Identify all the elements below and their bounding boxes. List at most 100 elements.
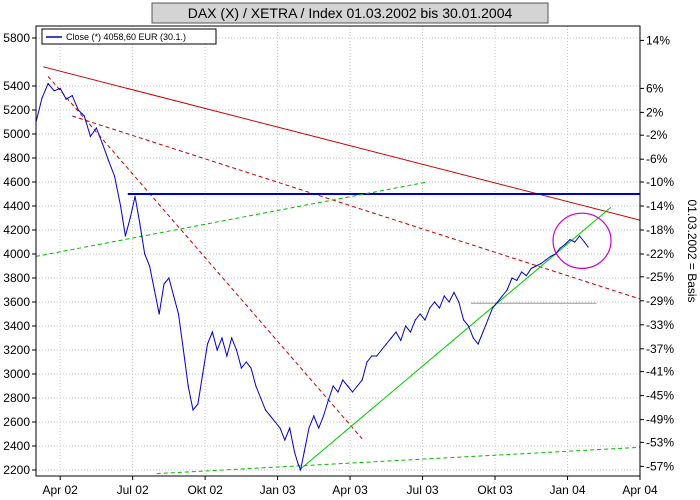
data-point xyxy=(264,409,267,411)
data-point xyxy=(148,265,151,267)
data-point xyxy=(299,469,302,471)
data-point xyxy=(559,247,561,249)
data-point xyxy=(511,277,513,279)
data-point xyxy=(206,343,209,345)
pct-tick-label: -33% xyxy=(646,318,674,332)
data-point xyxy=(583,241,586,243)
pct-tick-label: -14% xyxy=(646,199,674,213)
pct-tick-label: -22% xyxy=(646,247,674,261)
data-point xyxy=(187,385,189,387)
pct-tick-label: 6% xyxy=(646,81,664,95)
y-tick-label: 3800 xyxy=(3,271,30,285)
data-point xyxy=(153,289,155,291)
y-tick-label: 4800 xyxy=(3,151,30,165)
data-point xyxy=(501,295,503,297)
pct-tick-label: -10% xyxy=(646,175,674,189)
data-point xyxy=(569,239,571,241)
data-point xyxy=(492,307,494,309)
y-tick-label: 4000 xyxy=(3,247,30,261)
data-point xyxy=(235,349,238,351)
legend-label: Close (*) 4058,60 EUR (30.1.) xyxy=(66,32,186,42)
data-point xyxy=(47,83,49,85)
data-point xyxy=(356,385,358,387)
x-tick-label: Jan 03 xyxy=(260,483,296,497)
grid xyxy=(36,26,641,476)
x-tick-label: Jul 03 xyxy=(407,483,439,497)
data-point xyxy=(496,301,499,303)
pct-tick-label: -53% xyxy=(646,435,674,449)
y-tick-label: 5000 xyxy=(3,127,30,141)
data-point xyxy=(83,115,85,117)
data-point xyxy=(429,307,431,309)
trend-line xyxy=(156,446,640,475)
y-axis-left: 2200 2400 2600 2800 3000 3200 3400 3600 3800 4000… xyxy=(3,31,36,477)
data-point xyxy=(448,301,450,303)
legend-box xyxy=(41,28,217,45)
data-point xyxy=(385,343,387,345)
x-tick-label: Okt 02 xyxy=(187,483,223,497)
pct-tick-label: -37% xyxy=(646,342,674,356)
trend-line xyxy=(72,115,640,300)
pct-tick-label: -18% xyxy=(646,223,674,237)
data-point xyxy=(530,267,532,269)
data-point xyxy=(279,427,281,429)
data-point xyxy=(366,361,368,363)
data-point xyxy=(134,195,136,197)
data-point xyxy=(405,325,407,327)
pct-tick-label: -29% xyxy=(646,294,674,308)
data-point xyxy=(59,87,61,89)
data-point xyxy=(458,301,460,303)
data-point xyxy=(545,259,547,261)
chart-title: DAX (X) / XETRA / Index 01.03.2002 bis 3… xyxy=(188,5,513,21)
y-axis-right: 14% 6% 2% -2% -6% -10% -14% -18% -22% -25% -29% -33… xyxy=(640,33,674,473)
data-point xyxy=(409,331,412,333)
data-point xyxy=(289,427,291,429)
data-point xyxy=(65,98,67,100)
y-tick-label: 2800 xyxy=(3,391,30,405)
y-tick-label: 3000 xyxy=(3,367,30,381)
data-point xyxy=(144,253,146,255)
y-tick-label: 3400 xyxy=(3,319,30,333)
data-point xyxy=(71,95,73,97)
plot-frame xyxy=(35,25,641,477)
series-layer xyxy=(36,82,589,472)
data-point xyxy=(313,415,315,417)
y-tick-label: 4400 xyxy=(3,199,30,213)
data-point xyxy=(564,243,566,245)
data-point xyxy=(371,355,373,357)
y-tick-label: 2400 xyxy=(3,439,30,453)
data-point xyxy=(221,337,223,339)
data-point xyxy=(182,349,184,351)
data-point xyxy=(525,275,528,277)
data-point xyxy=(158,313,160,315)
data-point xyxy=(240,367,242,369)
y-tick-label: 4200 xyxy=(3,223,30,237)
y-tick-label: 2200 xyxy=(3,463,30,477)
data-point xyxy=(395,331,397,333)
data-point xyxy=(211,331,213,333)
data-point xyxy=(107,159,110,161)
data-point xyxy=(260,397,262,399)
data-point xyxy=(574,241,576,243)
x-tick-label: Apr 03 xyxy=(332,483,368,497)
x-tick-label: Jul 02 xyxy=(117,483,149,497)
data-point xyxy=(163,283,165,285)
data-point xyxy=(297,463,299,465)
data-point xyxy=(438,307,441,309)
right-axis-label: 01.03.2002 = Basis xyxy=(685,199,699,302)
pct-tick-label: -57% xyxy=(646,459,674,473)
data-point xyxy=(168,277,170,279)
data-point xyxy=(173,295,175,297)
data-point xyxy=(351,391,354,393)
pct-tick-label: 2% xyxy=(646,105,664,119)
data-point xyxy=(113,175,116,177)
data-point xyxy=(535,265,537,267)
data-point xyxy=(434,301,436,303)
data-point xyxy=(506,289,508,291)
x-tick-label: Apr 04 xyxy=(622,483,658,497)
x-tick-label: Okt 03 xyxy=(477,483,513,497)
y-tick-label: 5400 xyxy=(3,79,30,93)
data-point xyxy=(419,313,421,315)
data-point xyxy=(192,409,194,411)
data-point xyxy=(255,385,257,387)
